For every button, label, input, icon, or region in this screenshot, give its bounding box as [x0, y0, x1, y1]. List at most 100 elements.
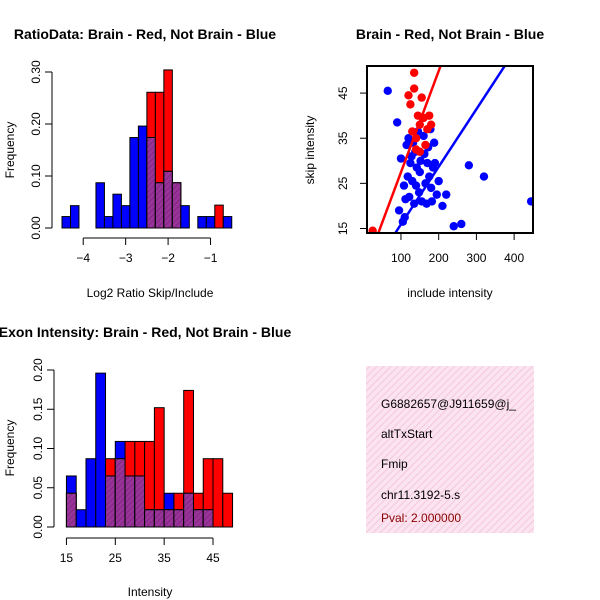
scatter-axes: 100 200 300 400 15 25 35 45 — [336, 65, 534, 265]
scatter-point-brain — [368, 226, 377, 233]
ratio-histogram-axes: −4 −3 −2 −1 0.00 0.10 0.20 0.30 — [29, 60, 218, 265]
scatter-point-notbrain — [416, 156, 425, 165]
ratio-histogram-bar-overlap — [146, 137, 156, 229]
ratio-histogram-bars — [61, 69, 233, 229]
ratio-histogram-bar-overlap — [171, 182, 182, 229]
intensity-scatter-chart: Brain - Red, Not Brain - Blue 100 200 300 4… — [303, 26, 544, 300]
scatter-point-notbrain — [438, 201, 447, 211]
ratio-histogram-bar-notbrain — [197, 216, 207, 229]
ratio-histogram-bar-notbrain — [129, 137, 139, 229]
scatter-point-notbrain — [429, 138, 439, 147]
scatter-y-tick-label: 35 — [336, 131, 350, 145]
intensity-histogram-bar-overlap — [65, 492, 77, 528]
ratio-histogram-x-tick-label: −2 — [161, 251, 175, 265]
scatter-point-brain — [415, 147, 425, 156]
scatter-point-notbrain — [434, 176, 443, 186]
intensity-histogram-bars — [65, 372, 234, 528]
ratio-histogram-y-tick-label: 0.10 — [29, 164, 43, 188]
scatter-clip-group — [368, 66, 533, 233]
info-panel: G6882657@J911659@j_ altTxStart Fmip chr1… — [366, 366, 534, 533]
scatter-point-notbrain — [457, 219, 466, 229]
ratio-histogram-bar-notbrain — [95, 182, 105, 229]
scatter-point-brain — [421, 140, 430, 150]
scatter-fit-line-notbrain — [394, 66, 506, 233]
ratio-histogram-bar-notbrain — [222, 216, 233, 229]
ratio-histogram-bar-overlap — [154, 182, 165, 229]
ratio-histogram-y-tick-label: 0.30 — [29, 60, 43, 84]
intensity-histogram-bar-notbrain — [85, 458, 97, 528]
intensity-histogram-bar-overlap — [144, 509, 155, 528]
info-event-type: altTxStart — [381, 427, 433, 441]
scatter-point-notbrain — [394, 206, 404, 215]
scatter-point-notbrain — [423, 158, 432, 168]
intensity-histogram-chart: Exon Intensity: Brain - Red, Not Brain -… — [0, 324, 291, 599]
ratio-histogram-bar-notbrain — [103, 216, 114, 229]
scatter-point-brain — [404, 91, 413, 100]
intensity-histogram-y-tick-label: 0.00 — [31, 515, 45, 539]
scatter-plot-area — [368, 66, 533, 233]
ratio-histogram-bar-notbrain — [137, 125, 148, 229]
intensity-histogram-bar-overlap — [153, 509, 165, 528]
scatter-fit-line-brain — [377, 66, 442, 233]
ratio-histogram-bar-notbrain — [112, 193, 122, 229]
intensity-histogram-bar-overlap — [114, 458, 126, 528]
ratio-histogram-x-tick-label: −4 — [76, 251, 90, 265]
intensity-histogram-x-tick-label: 25 — [109, 551, 123, 565]
scatter-point-notbrain — [432, 190, 441, 199]
scatter-point-notbrain — [411, 181, 421, 190]
scatter-point-brain — [426, 120, 436, 129]
intensity-histogram-bar-overlap — [163, 509, 175, 528]
scatter-point-notbrain — [464, 161, 474, 170]
ratio-histogram-bar-notbrain — [120, 205, 131, 229]
intensity-histogram-bar-overlap — [183, 492, 194, 528]
scatter-x-tick-label: 200 — [429, 251, 449, 265]
intensity-histogram-bar-overlap — [202, 509, 214, 528]
ratio-histogram-bar-brain — [214, 204, 224, 229]
ratio-histogram-x-tick-label: −1 — [204, 251, 218, 265]
scatter-y-tick-label: 45 — [336, 86, 350, 100]
info-gene-id: G6882657@J911659@j_ — [381, 397, 516, 411]
intensity-histogram-bar-overlap — [173, 509, 185, 528]
intensity-histogram-y-tick-label: 0.10 — [31, 436, 45, 460]
scatter-point-notbrain — [405, 192, 414, 202]
ratio-histogram-bar-notbrain — [180, 205, 190, 229]
ratio-histogram-bar-overlap — [163, 170, 173, 229]
intensity-histogram-bar-notbrain — [75, 509, 87, 528]
ratio-histogram-x-tick-label: −3 — [119, 251, 133, 265]
intensity-histogram-bar-notbrain — [95, 372, 107, 528]
scatter-point-brain — [409, 84, 419, 93]
intensity-histogram-bar-overlap — [124, 475, 136, 528]
scatter-x-tick-label: 300 — [466, 251, 486, 265]
scatter-point-notbrain — [399, 181, 409, 190]
scatter-point-notbrain — [479, 172, 489, 181]
intensity-histogram-bar-overlap — [105, 475, 116, 528]
intensity-histogram-axes: 15 25 35 45 0.00 0.05 0.10 0.15 0.20 — [31, 358, 220, 565]
ratio-histogram-y-tick-label: 0.00 — [29, 216, 43, 240]
scatter-point-notbrain — [430, 158, 440, 168]
intensity-histogram-bar-overlap — [192, 509, 204, 528]
ratio-histogram-y-tick-label: 0.20 — [29, 112, 43, 136]
info-gene-name: Fmip — [381, 457, 408, 471]
scatter-point-notbrain — [406, 158, 415, 168]
scatter-point-brain — [425, 111, 434, 120]
intensity-histogram-y-tick-label: 0.05 — [31, 476, 45, 500]
scatter-y-tick-label: 15 — [336, 221, 350, 235]
scatter-point-notbrain — [449, 222, 458, 231]
scatter-point-brain — [417, 93, 426, 102]
ratio-histogram-xlabel: Log2 Ratio Skip/Include — [87, 286, 214, 300]
ratio-histogram-bar-notbrain — [205, 216, 216, 229]
info-pval: Pval: 2.000000 — [381, 511, 461, 525]
scatter-point-notbrain — [442, 190, 451, 199]
scatter-point-notbrain — [426, 183, 436, 193]
scatter-point-notbrain — [396, 154, 406, 163]
intensity-histogram-x-tick-label: 35 — [157, 551, 171, 565]
ratio-histogram-bar-notbrain — [61, 216, 71, 229]
scatter-point-notbrain — [427, 197, 437, 206]
intensity-histogram-y-tick-label: 0.15 — [31, 397, 45, 421]
intensity-histogram-bar-brain — [153, 407, 165, 528]
scatter-frame — [366, 65, 534, 234]
scatter-point-brain — [409, 68, 419, 77]
intensity-histogram-bar-brain — [212, 458, 224, 528]
scatter-point-notbrain — [402, 140, 411, 150]
